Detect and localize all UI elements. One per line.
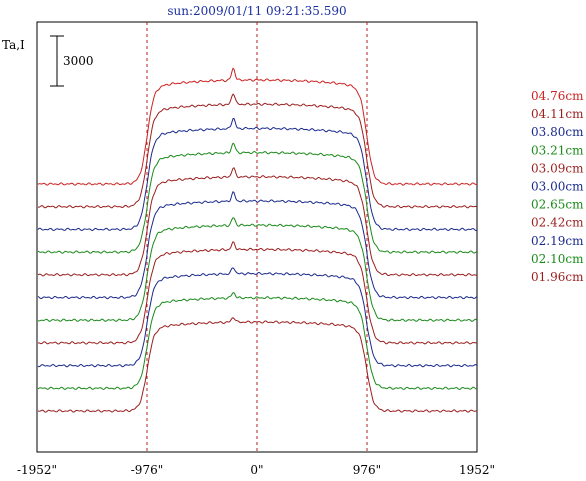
legend-entry: 02.65cm (531, 198, 584, 212)
legend-entry: 03.21cm (531, 143, 584, 157)
x-tick-label: 976" (353, 463, 381, 477)
scale-bar-label: 3000 (63, 54, 94, 68)
chart-title: sun:2009/01/11 09:21:35.590 (167, 4, 346, 18)
legend-entry: 03.00cm (531, 180, 584, 194)
scale-bar: 3000 (50, 35, 94, 87)
legend-entry: 03.80cm (531, 125, 584, 139)
x-tick-label: -1952" (17, 463, 57, 477)
series-line-03.09cm (37, 167, 477, 277)
legend-entry: 04.11cm (531, 107, 584, 121)
x-tick-label: 1952" (459, 463, 495, 477)
legend-entry: 03.09cm (531, 161, 584, 175)
legend-entry: 04.76cm (531, 89, 584, 103)
series-line-03.00cm (37, 190, 478, 300)
y-axis-label: Ta,I (2, 38, 25, 52)
series-line-04.11cm (37, 93, 478, 209)
series-line-03.80cm (37, 117, 478, 232)
legend-entry: 02.19cm (531, 234, 584, 248)
series-line-01.96cm (37, 317, 478, 413)
legend-entry: 02.42cm (531, 216, 584, 230)
series-line-02.65cm (37, 217, 478, 322)
plot-frame (36, 21, 478, 453)
series-line-03.21cm (37, 142, 478, 254)
legend-entry: 01.96cm (531, 270, 584, 284)
series-line-02.42cm (38, 240, 478, 345)
series-line-04.76cm (37, 67, 478, 186)
series-line-02.19cm (37, 267, 478, 368)
x-tick-label: -976" (131, 463, 163, 477)
series-line-02.10cm (37, 292, 478, 390)
x-tick-label: 0" (250, 463, 263, 477)
legend-entry: 02.10cm (531, 252, 584, 266)
